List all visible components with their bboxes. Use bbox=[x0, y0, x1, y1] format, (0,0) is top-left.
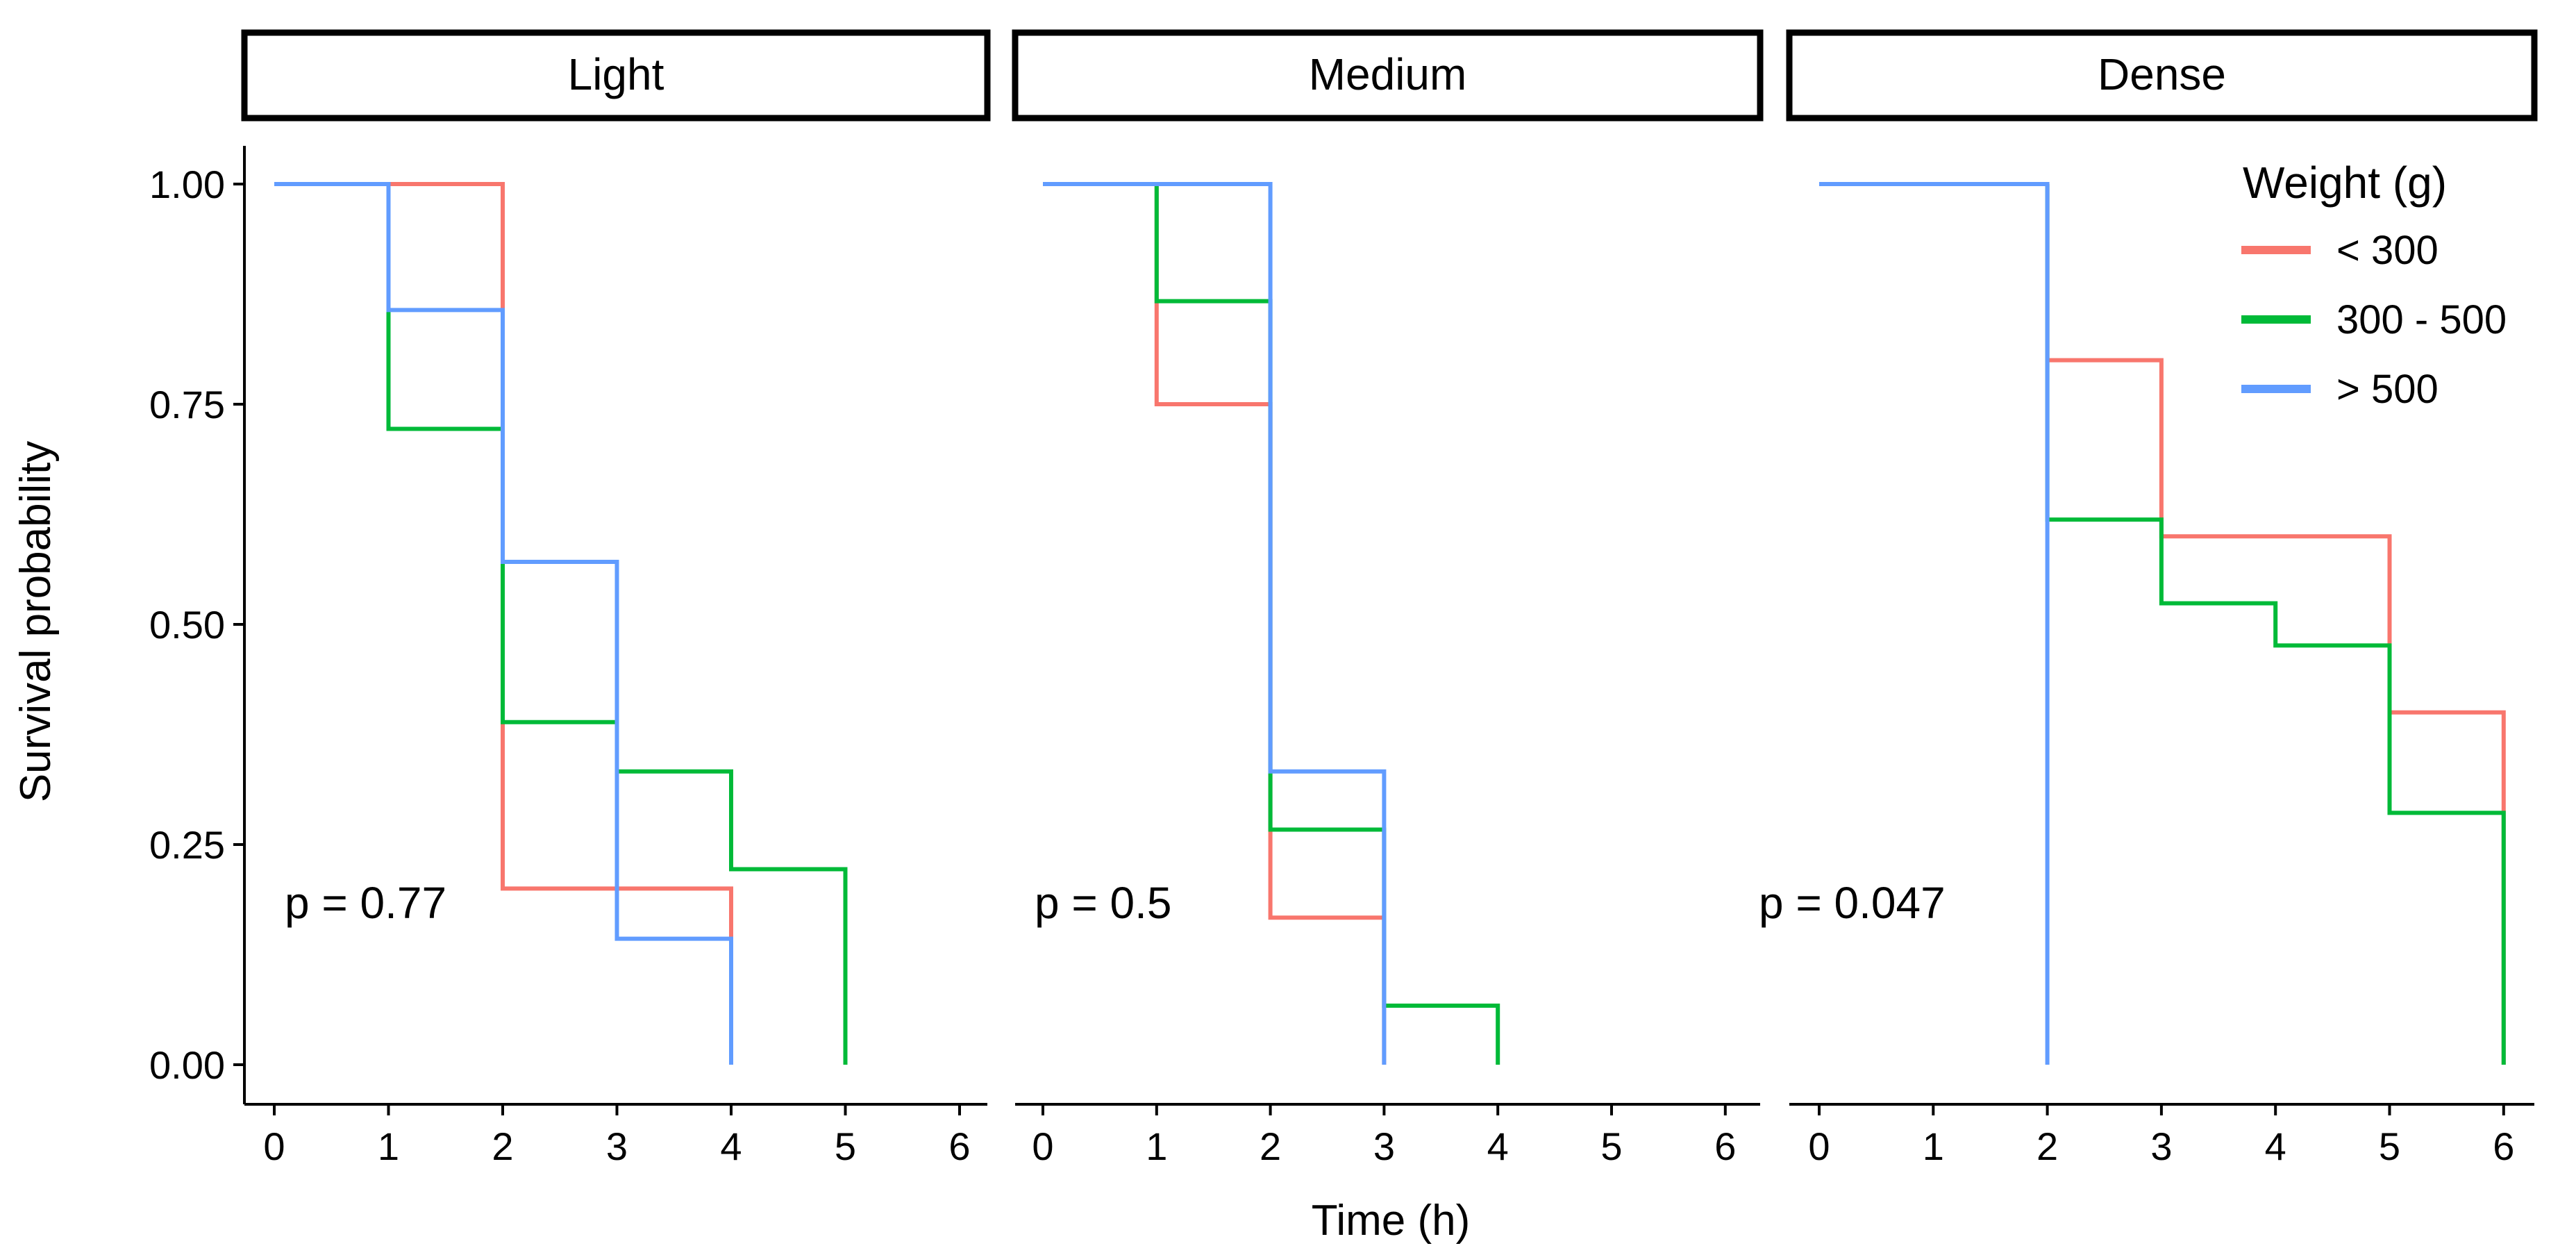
x-tick-label: 4 bbox=[720, 1124, 742, 1168]
y-axis-title: Survival probability bbox=[12, 441, 60, 802]
survival-curve-500 bbox=[1043, 182, 1387, 1065]
x-tick-label: 4 bbox=[1487, 1124, 1509, 1168]
survival-curve-300-500 bbox=[2045, 184, 2506, 1065]
legend: Weight (g) < 300 300 - 500 > 500 bbox=[2241, 158, 2507, 412]
x-tick-label: 6 bbox=[1714, 1124, 1736, 1168]
x-tick-label: 2 bbox=[1260, 1124, 1281, 1168]
y-tick-label: 0.50 bbox=[149, 603, 225, 647]
y-tick-label: 0.25 bbox=[149, 823, 225, 867]
x-tick-label: 5 bbox=[835, 1124, 856, 1168]
y-axis: 0.00 0.25 0.50 0.75 1.00 bbox=[149, 146, 246, 1104]
survival-curve-500 bbox=[1819, 182, 2050, 1065]
facet-strip: Medium bbox=[1012, 29, 1764, 122]
x-tick-label: 3 bbox=[1373, 1124, 1395, 1168]
x-tick-label: 3 bbox=[606, 1124, 628, 1168]
p-value-label: p = 0.77 bbox=[285, 878, 446, 928]
x-tick-label: 4 bbox=[2265, 1124, 2286, 1168]
x-tick-label: 5 bbox=[1600, 1124, 1622, 1168]
y-tick-label: 0.00 bbox=[149, 1043, 225, 1087]
facet-panels: Light 0 1 2 3 4 5 6 p = 0.77 Medium 0 1 2 3 4 5 6 p = 0.5… bbox=[241, 29, 2538, 1168]
facet-strip-label: Light bbox=[568, 49, 664, 99]
legend-entry-label: 300 - 500 bbox=[2336, 297, 2507, 342]
facet-panel-light: Light 0 1 2 3 4 5 6 p = 0.77 bbox=[241, 29, 991, 1168]
legend-entry: > 500 bbox=[2241, 367, 2439, 412]
p-value-label: p = 0.047 bbox=[1759, 878, 1946, 928]
x-tick-label: 2 bbox=[492, 1124, 513, 1168]
survival-curve-500 bbox=[274, 182, 733, 1065]
legend-entry-label: > 500 bbox=[2336, 367, 2439, 412]
x-tick-label: 5 bbox=[2379, 1124, 2400, 1168]
y-tick-label: 0.75 bbox=[149, 383, 225, 426]
survival-curve-300 bbox=[2045, 184, 2506, 1065]
legend-entry: < 300 bbox=[2241, 228, 2439, 273]
legend-entry: 300 - 500 bbox=[2241, 297, 2507, 342]
x-tick-label: 1 bbox=[1146, 1124, 1167, 1168]
facet-strip-label: Dense bbox=[2098, 49, 2226, 99]
facet-panel-dense: Dense 0 1 2 3 4 5 6 p = 0.047 bbox=[1759, 29, 2538, 1168]
facet-panel-medium: Medium 0 1 2 3 4 5 6 p = 0.5 bbox=[1012, 29, 1764, 1168]
facet-strip-box bbox=[1012, 29, 1764, 122]
y-tick-label: 1.00 bbox=[149, 163, 225, 206]
facet-strip-box bbox=[241, 29, 991, 122]
legend-entry-label: < 300 bbox=[2336, 228, 2439, 273]
facet-strip: Dense bbox=[1786, 29, 2538, 122]
x-tick-label: 0 bbox=[263, 1124, 285, 1168]
x-tick-label: 2 bbox=[2036, 1124, 2058, 1168]
x-tick-label: 6 bbox=[948, 1124, 970, 1168]
legend-title: Weight (g) bbox=[2243, 158, 2447, 208]
facet-strip-box bbox=[1786, 29, 2538, 122]
facet-strip: Light bbox=[241, 29, 991, 122]
x-tick-label: 1 bbox=[1923, 1124, 1944, 1168]
facet-strip-label: Medium bbox=[1309, 49, 1467, 99]
x-tick-label: 3 bbox=[2150, 1124, 2172, 1168]
p-value-label: p = 0.5 bbox=[1035, 878, 1172, 928]
survival-curve-300-500 bbox=[1154, 184, 1500, 1065]
x-tick-label: 0 bbox=[1032, 1124, 1053, 1168]
x-tick-label: 1 bbox=[378, 1124, 399, 1168]
x-tick-label: 0 bbox=[1808, 1124, 1830, 1168]
x-tick-label: 6 bbox=[2493, 1124, 2514, 1168]
x-axis-title: Time (h) bbox=[1312, 1197, 1470, 1245]
